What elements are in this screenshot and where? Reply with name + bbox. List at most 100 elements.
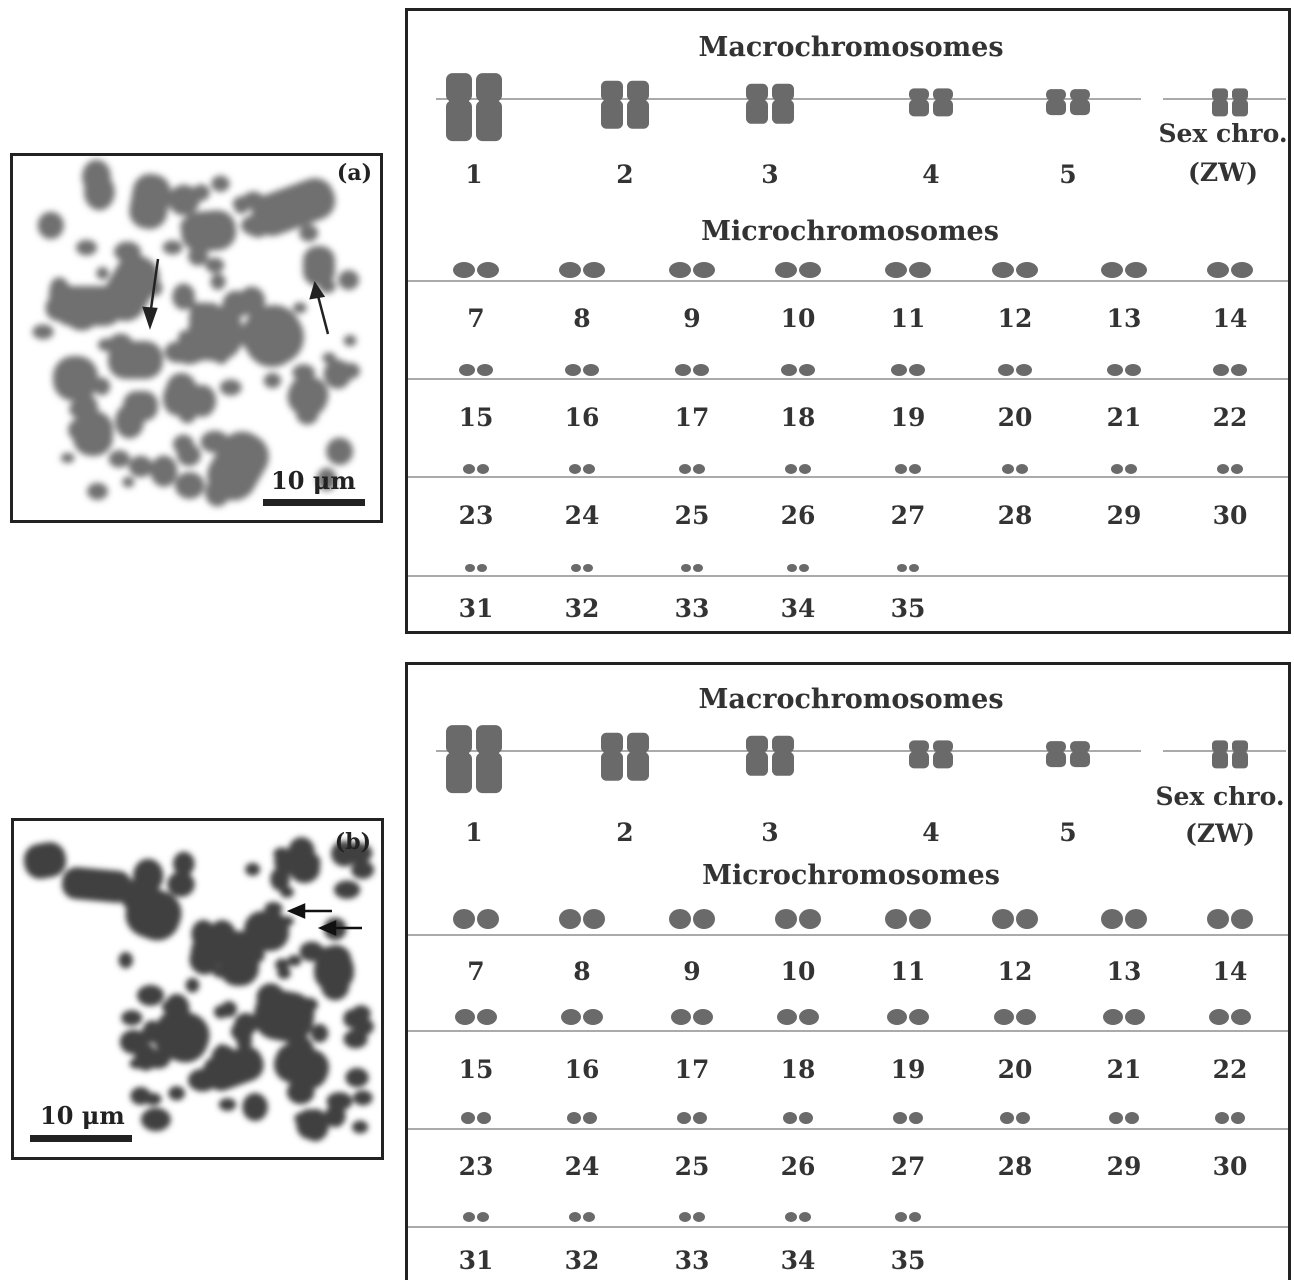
chromosome-pair-5: [1046, 741, 1090, 768]
chromosome: [164, 993, 190, 1024]
chromosome-pair-26: [783, 1112, 813, 1124]
chromosome-pair-11: [885, 909, 931, 929]
chromosome: [299, 997, 318, 1012]
sex-chromosome-pair: [1212, 740, 1248, 769]
chromosome-pair-15: [455, 1009, 497, 1025]
karyotype-panel-a: 1 2 3 4 5 7 8 9 10 11 12 13 14 15 16 17 18 19 20 21 22 23 24 25…: [405, 8, 1291, 634]
chromosome: [310, 1023, 329, 1043]
chromosome-number: 24: [565, 501, 600, 530]
chromosome-number: 15: [459, 403, 494, 432]
chromosome-number: 28: [998, 1152, 1033, 1181]
chromosome: [218, 1098, 237, 1111]
chromosome-pair-13: [1101, 262, 1147, 278]
metaphase-spread-b: [23, 837, 375, 1142]
chromosome: [320, 970, 350, 1001]
chromosome-pair-23: [461, 1112, 491, 1124]
chromosome: [234, 1065, 250, 1082]
chromosome: [238, 286, 266, 316]
arrow-icon: [309, 281, 330, 335]
chromosome: [76, 239, 98, 256]
chromosome: [234, 201, 249, 214]
scale-bar-a: [263, 499, 365, 506]
chromosome-number: 24: [565, 1152, 600, 1181]
chromosome-pair-32: [569, 1212, 595, 1222]
chromosome: [343, 1009, 361, 1028]
chromosome: [251, 178, 336, 236]
chromosome-number: 2: [616, 818, 633, 847]
chromosome-number: 32: [565, 1246, 600, 1275]
chromosome-number: 15: [459, 1055, 494, 1084]
chromosome-pair-1: [446, 725, 502, 794]
chromosome: [172, 283, 196, 310]
chromosome-pair-4: [909, 88, 953, 117]
chromosome-pair-23: [463, 464, 489, 474]
chromosome-number: 23: [459, 1152, 494, 1181]
chromosome-pair-35: [897, 564, 919, 572]
chromosome: [318, 279, 336, 294]
chromosome-number: 20: [998, 1055, 1033, 1084]
chromosome-number: 14: [1213, 304, 1248, 333]
chromosome-pair-7: [453, 262, 499, 278]
chromosome: [231, 293, 246, 305]
chromosome-pair-10: [775, 909, 821, 929]
chromosome-pair-2: [601, 80, 649, 129]
chromosome: [219, 379, 242, 396]
chromosome-number: 17: [675, 403, 710, 432]
chromosome: [139, 887, 162, 908]
chromosome: [53, 356, 98, 401]
chromosome-number: 10: [781, 957, 816, 986]
chromosome-number: 8: [573, 957, 590, 986]
chromosome-pair-9: [669, 909, 715, 929]
chromosome-number: 18: [781, 1055, 816, 1084]
chromosome-pair-28: [1002, 464, 1028, 474]
chromosome-number: 26: [781, 501, 816, 530]
scale-label-a: 10 μm: [271, 466, 356, 495]
chromosome: [108, 450, 131, 468]
chromosome-number: 33: [675, 594, 710, 623]
macro-title: Macrochromosomes: [698, 32, 1003, 63]
chromosome-pair-4: [909, 740, 953, 769]
chromosome-pair-34: [787, 564, 809, 572]
chromosome-pair-25: [677, 1112, 707, 1124]
chromosome-number: 9: [683, 304, 700, 333]
panel-label-b: (b): [334, 829, 371, 855]
chromosome: [316, 467, 337, 491]
chromosome: [242, 1093, 268, 1122]
chromosome-pair-20: [998, 364, 1032, 376]
chromosome: [68, 417, 98, 443]
chromosome: [141, 1024, 159, 1044]
chromosome: [74, 393, 98, 422]
chromosome: [211, 923, 228, 941]
chromosome: [121, 1010, 143, 1026]
sex-chromosome-pair: [1212, 88, 1248, 117]
chromosome: [173, 341, 204, 365]
chromosome: [168, 1086, 186, 1101]
chromosome-pair-34: [785, 1212, 811, 1222]
chromosome-pair-27: [893, 1112, 923, 1124]
chromosome: [168, 184, 200, 216]
chromosome-number: 3: [761, 160, 778, 189]
chromosome-number: 26: [781, 1152, 816, 1181]
chromosome: [93, 377, 111, 396]
scale-label-b: 10 μm: [40, 1101, 125, 1130]
chromosome-pair-13: [1101, 909, 1147, 929]
chromosome-number: 1: [465, 818, 482, 847]
chromosome-number: 30: [1213, 501, 1248, 530]
chromosome-pair-12: [992, 262, 1038, 278]
chromosome: [128, 455, 153, 478]
chromosome: [185, 977, 200, 993]
chromosome: [341, 362, 361, 380]
chromosome-pair-2: [601, 732, 649, 781]
chromosome-number: 22: [1213, 403, 1248, 432]
metaphase-panel-b: (b) 10 μm: [11, 818, 384, 1160]
metaphase-panel-a: (a) 10 μm: [10, 153, 383, 523]
chromosome-pair-35: [895, 1212, 921, 1222]
chromosome: [351, 860, 375, 880]
chromosome: [294, 1066, 308, 1079]
chromosome-pair-12: [992, 909, 1038, 929]
karyotype-panel-b: 1 2 3 4 5 7 8 9 10 11 12 13 14 15 16 17 18 19 20 21 22 23 24 25…: [405, 662, 1291, 1280]
chromosome-pair-33: [681, 564, 703, 572]
chromosome: [190, 936, 217, 966]
chromosome: [114, 241, 141, 263]
